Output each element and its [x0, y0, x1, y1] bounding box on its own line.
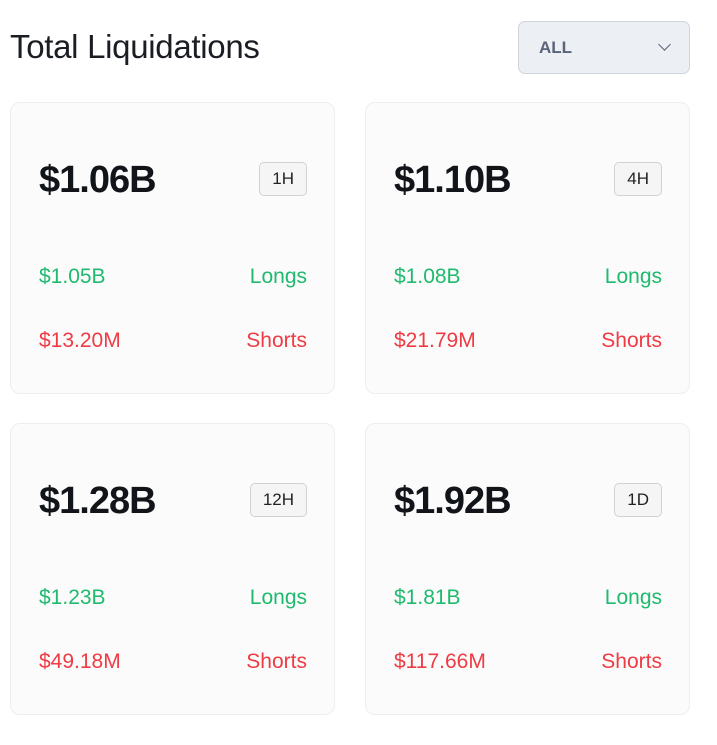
shorts-label: Shorts: [601, 650, 662, 673]
shorts-label: Shorts: [246, 650, 307, 673]
chevron-down-icon: [658, 38, 671, 51]
shorts-value: $117.66M: [394, 650, 486, 673]
period-badge: 1H: [259, 162, 307, 196]
liquidation-card-12h: $1.28B 12H $1.23B Longs $49.18M Shorts: [10, 423, 335, 715]
period-badge: 4H: [614, 162, 662, 196]
total-liquidation-value: $1.28B: [39, 480, 157, 522]
liquidation-card-1d: $1.92B 1D $1.81B Longs $117.66M Shorts: [365, 423, 690, 715]
total-liquidation-value: $1.10B: [394, 159, 512, 201]
shorts-value: $49.18M: [39, 650, 121, 673]
shorts-row: $49.18M Shorts: [39, 650, 307, 674]
page-title: Total Liquidations: [10, 28, 260, 65]
longs-row: $1.23B Longs: [39, 586, 307, 610]
longs-row: $1.08B Longs: [394, 265, 662, 289]
liquidation-card-1h: $1.06B 1H $1.05B Longs $13.20M Shorts: [10, 102, 335, 394]
period-badge: 1D: [614, 483, 662, 517]
longs-row: $1.05B Longs: [39, 265, 307, 289]
filter-selected-value: ALL: [539, 37, 573, 57]
period-badge: 12H: [249, 483, 307, 517]
total-liquidation-value: $1.92B: [394, 480, 512, 522]
longs-label: Longs: [604, 586, 662, 609]
longs-label: Longs: [249, 265, 307, 288]
shorts-row: $117.66M Shorts: [394, 650, 662, 674]
longs-row: $1.81B Longs: [394, 586, 662, 610]
longs-value: $1.08B: [394, 265, 461, 288]
shorts-label: Shorts: [601, 329, 662, 352]
longs-value: $1.81B: [394, 586, 461, 609]
total-liquidation-value: $1.06B: [39, 159, 157, 201]
longs-value: $1.05B: [39, 265, 106, 288]
timeframe-filter-dropdown[interactable]: ALL: [518, 21, 690, 74]
shorts-value: $13.20M: [39, 329, 121, 352]
shorts-row: $21.79M Shorts: [394, 329, 662, 353]
shorts-value: $21.79M: [394, 329, 476, 352]
shorts-row: $13.20M Shorts: [39, 329, 307, 353]
shorts-label: Shorts: [246, 329, 307, 352]
longs-label: Longs: [249, 586, 307, 609]
longs-label: Longs: [604, 265, 662, 288]
liquidation-card-4h: $1.10B 4H $1.08B Longs $21.79M Shorts: [365, 102, 690, 394]
longs-value: $1.23B: [39, 586, 106, 609]
